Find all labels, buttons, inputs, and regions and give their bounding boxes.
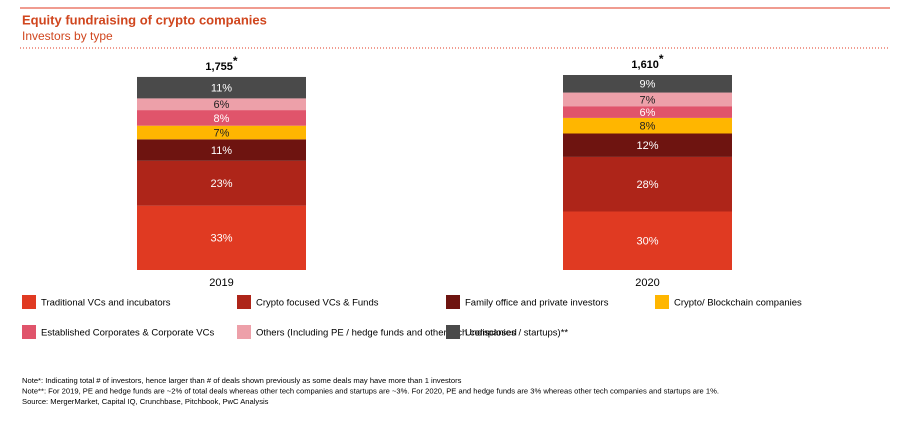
value-label: 6% bbox=[214, 99, 230, 111]
legend-swatch bbox=[446, 325, 460, 339]
total-marker: * bbox=[233, 54, 238, 68]
legend-swatch bbox=[446, 295, 460, 309]
bar-segment bbox=[137, 110, 306, 126]
value-label: 11% bbox=[211, 83, 232, 95]
value-label: 33% bbox=[210, 233, 232, 245]
total-marker: * bbox=[659, 52, 664, 66]
value-label: 11% bbox=[211, 145, 232, 157]
legend-label: Traditional VCs and incubators bbox=[41, 298, 171, 309]
bar-segment bbox=[563, 156, 732, 212]
legend-label: Crypto/ Blockchain companies bbox=[674, 298, 802, 309]
bar-segment bbox=[137, 125, 306, 140]
legend-swatch bbox=[237, 295, 251, 309]
value-label: 8% bbox=[640, 121, 656, 133]
value-label: 23% bbox=[210, 178, 232, 190]
value-label: 7% bbox=[214, 127, 230, 139]
total-label: 1,610* bbox=[631, 52, 664, 71]
legend-label: Undisclosed bbox=[465, 328, 517, 339]
value-label: 12% bbox=[636, 140, 658, 152]
total-label: 1,755* bbox=[205, 54, 238, 73]
value-label: 8% bbox=[214, 113, 230, 125]
note: Note*: Indicating total # of investors, … bbox=[22, 376, 462, 385]
note: Note**: For 2019, PE and hedge funds are… bbox=[22, 387, 719, 396]
legend-label: Established Corporates & Corporate VCs bbox=[41, 328, 214, 339]
x-tick-label: 2020 bbox=[635, 277, 659, 289]
legend-label: Others (Including PE / hedge funds and o… bbox=[256, 328, 568, 339]
value-label: 9% bbox=[640, 79, 656, 91]
bar-segment bbox=[137, 205, 306, 270]
bar-segment bbox=[563, 211, 732, 270]
legend-label: Crypto focused VCs & Funds bbox=[256, 298, 379, 309]
total-value: 1,755 bbox=[205, 61, 233, 73]
chart-subtitle: Investors by type bbox=[22, 29, 113, 43]
bar-segment bbox=[563, 106, 732, 118]
bar-segment bbox=[137, 139, 306, 161]
bar-segment bbox=[137, 160, 306, 206]
x-tick-label: 2019 bbox=[209, 277, 233, 289]
legend-swatch bbox=[22, 295, 36, 309]
legend-swatch bbox=[22, 325, 36, 339]
value-label: 30% bbox=[636, 236, 658, 248]
legend-label: Family office and private investors bbox=[465, 298, 609, 309]
legend-swatch bbox=[237, 325, 251, 339]
bar-segment bbox=[563, 92, 732, 107]
legend-swatch bbox=[655, 295, 669, 309]
total-value: 1,610 bbox=[631, 59, 659, 71]
chart-title: Equity fundraising of crypto companies bbox=[22, 12, 267, 27]
bar-segment bbox=[563, 133, 732, 157]
bar-segment bbox=[563, 75, 732, 93]
value-label: 28% bbox=[636, 179, 658, 191]
bar-segment bbox=[563, 117, 732, 134]
value-label: 7% bbox=[640, 94, 656, 106]
bar-segment bbox=[137, 76, 306, 99]
note: Source: MergerMarket, Capital IQ, Crunch… bbox=[22, 397, 269, 406]
value-label: 6% bbox=[640, 107, 656, 119]
bar-segment bbox=[137, 98, 306, 111]
